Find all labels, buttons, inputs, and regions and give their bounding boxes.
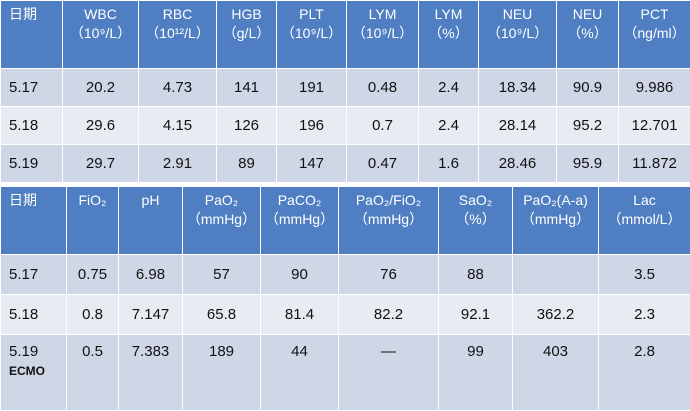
cell-date: 5.19 <box>9 343 38 360</box>
cell: 57 <box>183 255 261 295</box>
cell: 2.91 <box>139 145 217 183</box>
cell: 89 <box>217 145 277 183</box>
cell: 12.701 <box>619 107 690 145</box>
cell: 92.1 <box>439 295 513 335</box>
cell: 88 <box>439 255 513 295</box>
cell: 76 <box>339 255 439 295</box>
cell: — <box>339 335 439 411</box>
cell: 28.46 <box>479 145 557 183</box>
cell: 29.6 <box>63 107 139 145</box>
cell: 2.4 <box>419 69 479 107</box>
header-lym-count: LYM（10⁹/L） <box>347 1 419 69</box>
table-row: 5.19 ECMO 0.5 7.383 189 44 — 99 403 2.8 <box>1 335 690 411</box>
cell: 362.2 <box>513 295 599 335</box>
cell: 0.48 <box>347 69 419 107</box>
blood-gas-table: 日期 FiO₂ pH PaO₂（mmHg） PaCO₂（mmHg） PaO₂/F… <box>0 186 690 411</box>
header-date: 日期 <box>1 1 63 69</box>
header-neu-count: NEU（10⁹/L） <box>479 1 557 69</box>
cell: 7.383 <box>119 335 183 411</box>
cell: 5.17 <box>1 69 63 107</box>
table-row: 5.18 29.6 4.15 126 196 0.7 2.4 28.14 95.… <box>1 107 690 145</box>
cell: 7.147 <box>119 295 183 335</box>
table-row: 5.17 0.75 6.98 57 90 76 88 3.5 <box>1 255 690 295</box>
cell: 90 <box>261 255 339 295</box>
header-date: 日期 <box>1 187 67 255</box>
table-row: 5.19 29.7 2.91 89 147 0.47 1.6 28.46 95.… <box>1 145 690 183</box>
cell: 28.14 <box>479 107 557 145</box>
header-plt: PLT（10⁹/L） <box>277 1 347 69</box>
cell-date-with-note: 5.19 ECMO <box>1 335 67 411</box>
cell: 90.9 <box>557 69 619 107</box>
header-rbc: RBC（10¹²/L） <box>139 1 217 69</box>
cell: 44 <box>261 335 339 411</box>
cell: 196 <box>277 107 347 145</box>
header-lym-percent: LYM（%） <box>419 1 479 69</box>
cell: 4.15 <box>139 107 217 145</box>
header-ph: pH <box>119 187 183 255</box>
cell: 20.2 <box>63 69 139 107</box>
cell: 11.872 <box>619 145 690 183</box>
cell: 5.19 <box>1 145 63 183</box>
cell: 82.2 <box>339 295 439 335</box>
cell: 2.8 <box>599 335 690 411</box>
blood-routine-table: 日期 WBC（10⁹/L） RBC（10¹²/L） HGB（g/L） PLT（1… <box>0 0 690 183</box>
header-neu-percent: NEU（%） <box>557 1 619 69</box>
cell: 0.7 <box>347 107 419 145</box>
cell: 95.9 <box>557 145 619 183</box>
cell: 5.17 <box>1 255 67 295</box>
cell: 2.3 <box>599 295 690 335</box>
header-pao2-fio2: PaO₂/FiO₂（mmHg） <box>339 187 439 255</box>
cell: 0.47 <box>347 145 419 183</box>
header-pct: PCT（ng/ml） <box>619 1 690 69</box>
cell: 191 <box>277 69 347 107</box>
cell: 1.6 <box>419 145 479 183</box>
cell: 0.75 <box>67 255 119 295</box>
cell: 81.4 <box>261 295 339 335</box>
cell: 3.5 <box>599 255 690 295</box>
cell: 5.18 <box>1 295 67 335</box>
table-row: 5.18 0.8 7.147 65.8 81.4 82.2 92.1 362.2… <box>1 295 690 335</box>
cell: 29.7 <box>63 145 139 183</box>
header-pao2: PaO₂（mmHg） <box>183 187 261 255</box>
cell: 2.4 <box>419 107 479 145</box>
cell: 189 <box>183 335 261 411</box>
table-header-row: 日期 FiO₂ pH PaO₂（mmHg） PaCO₂（mmHg） PaO₂/F… <box>1 187 690 255</box>
header-sao2: SaO₂（%） <box>439 187 513 255</box>
table-row: 5.17 20.2 4.73 141 191 0.48 2.4 18.34 90… <box>1 69 690 107</box>
header-pao2-a-a: PaO₂(A-a)（mmHg） <box>513 187 599 255</box>
cell: 5.18 <box>1 107 63 145</box>
lab-results: 日期 WBC（10⁹/L） RBC（10¹²/L） HGB（g/L） PLT（1… <box>0 0 690 402</box>
header-lac: Lac（mmol/L） <box>599 187 690 255</box>
cell: 6.98 <box>119 255 183 295</box>
cell: 147 <box>277 145 347 183</box>
cell: 141 <box>217 69 277 107</box>
cell: 95.2 <box>557 107 619 145</box>
cell: 99 <box>439 335 513 411</box>
cell: 0.5 <box>67 335 119 411</box>
cell: 65.8 <box>183 295 261 335</box>
cell: 126 <box>217 107 277 145</box>
header-hgb: HGB（g/L） <box>217 1 277 69</box>
cell: 4.73 <box>139 69 217 107</box>
table-header-row: 日期 WBC（10⁹/L） RBC（10¹²/L） HGB（g/L） PLT（1… <box>1 1 690 69</box>
header-paco2: PaCO₂（mmHg） <box>261 187 339 255</box>
cell <box>513 255 599 295</box>
cell: 0.8 <box>67 295 119 335</box>
ecmo-note: ECMO <box>9 364 66 378</box>
cell: 403 <box>513 335 599 411</box>
cell: 9.986 <box>619 69 690 107</box>
header-fio2: FiO₂ <box>67 187 119 255</box>
cell: 18.34 <box>479 69 557 107</box>
header-wbc: WBC（10⁹/L） <box>63 1 139 69</box>
